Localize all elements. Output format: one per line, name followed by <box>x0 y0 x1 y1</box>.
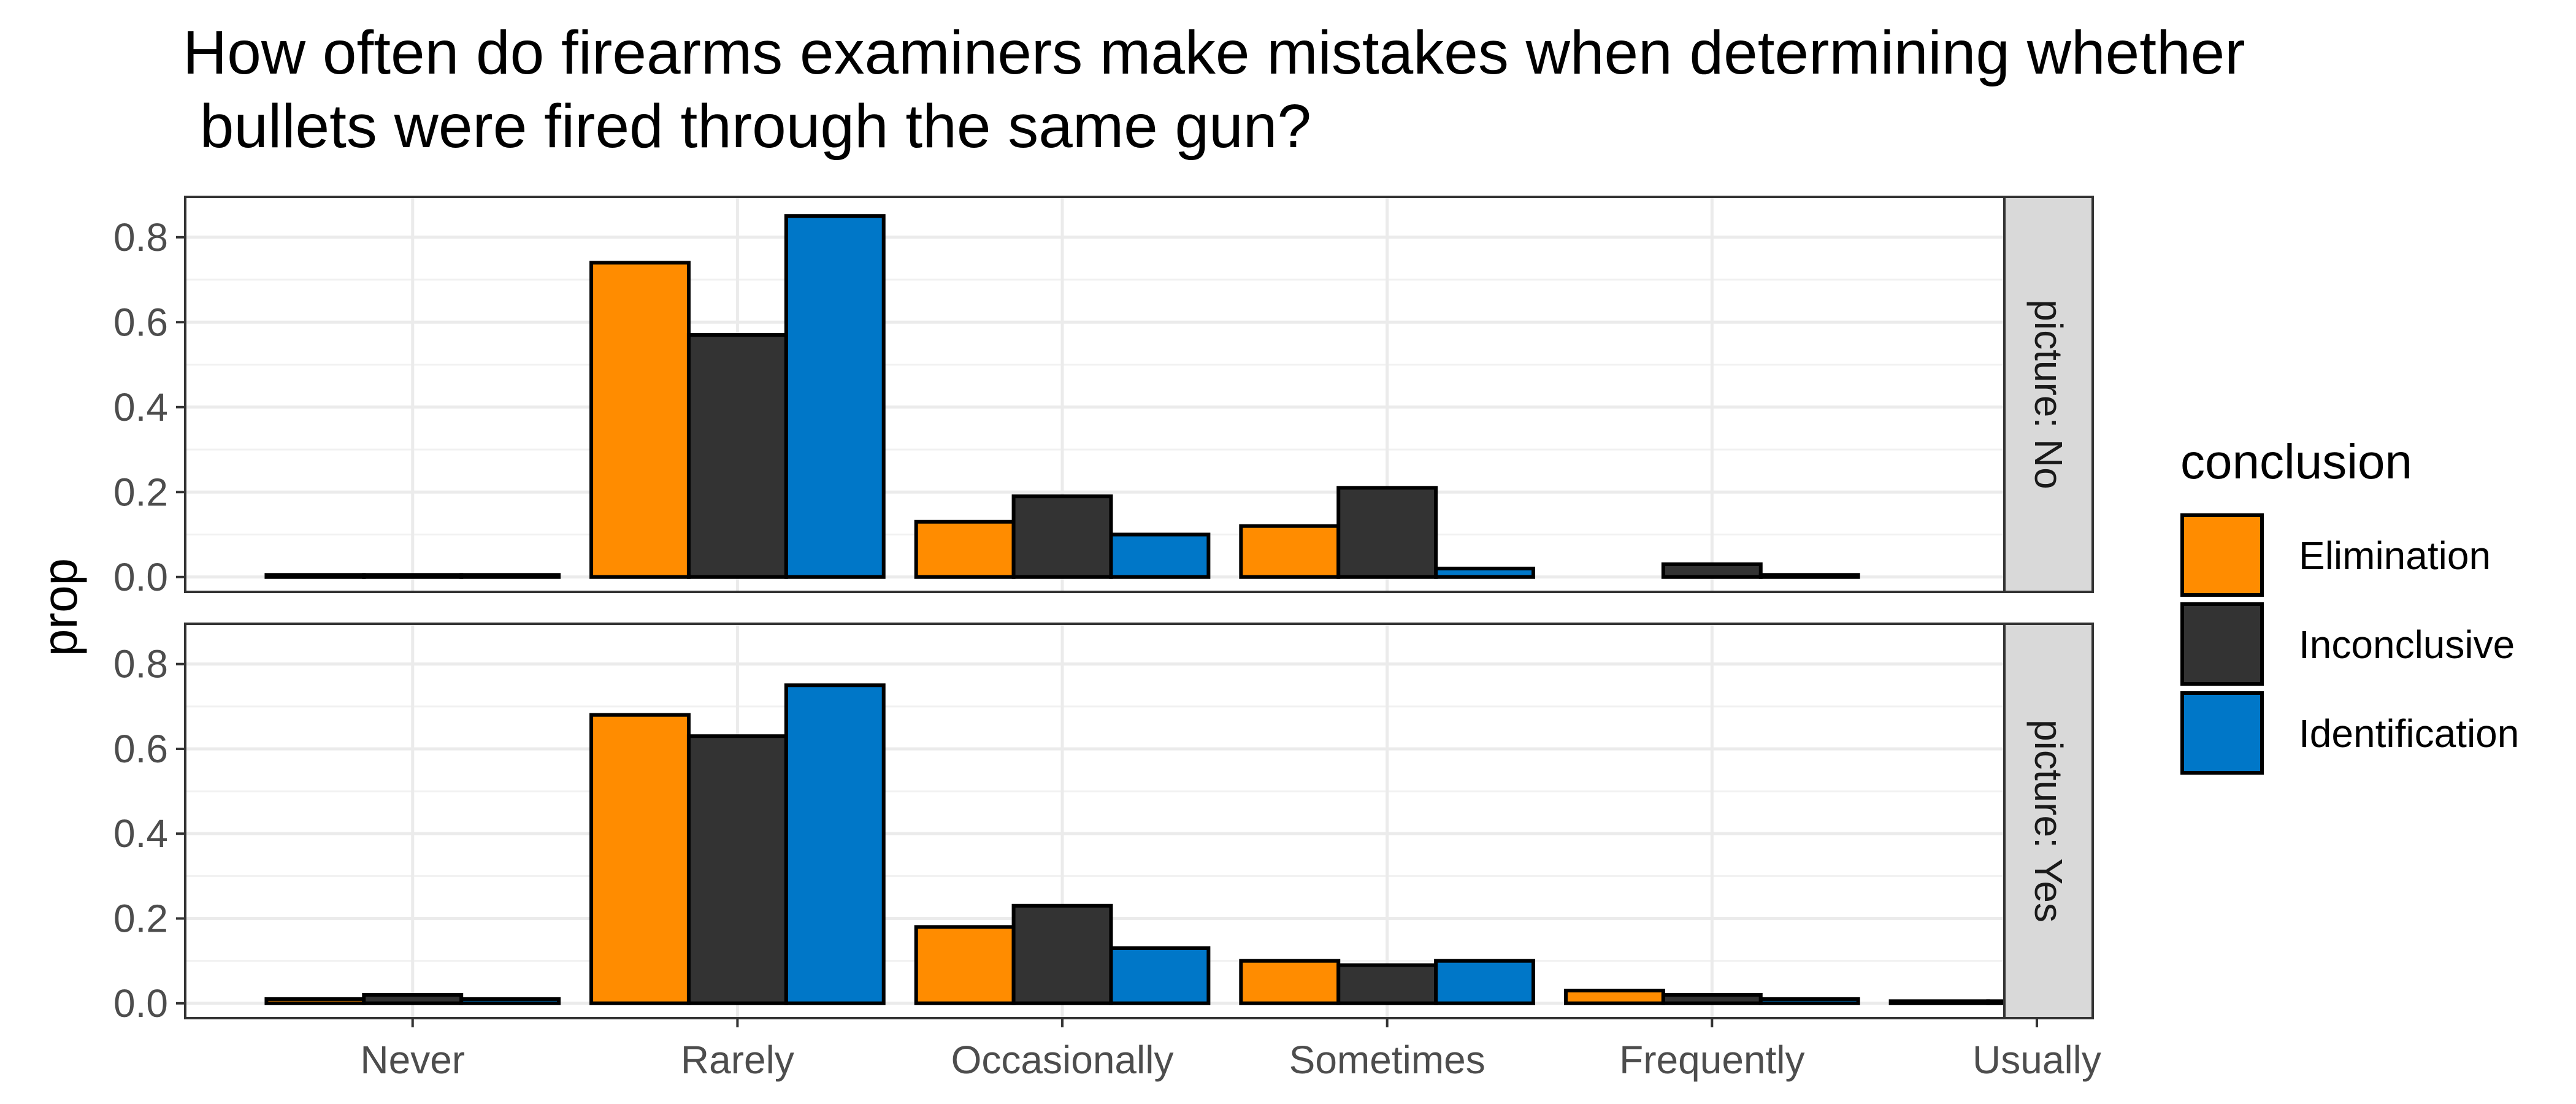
bar-elimination-sometimes <box>1239 959 1341 1005</box>
legend-label-inconclusive: Inconclusive <box>2299 623 2515 667</box>
bar-identification-sometimes <box>1434 566 1536 579</box>
bar-elimination-never <box>264 997 366 1005</box>
y-tick-label: 0.0 <box>113 981 168 1025</box>
bar-inconclusive-frequently <box>1661 562 1763 579</box>
y-tick-label: 0.6 <box>113 727 168 771</box>
y-tick-label: 0.0 <box>113 555 168 599</box>
bar-elimination-rarely <box>589 261 691 579</box>
bar-elimination-usually <box>1888 999 1990 1005</box>
y-tick-label: 0.6 <box>113 300 168 344</box>
x-tick-label-never: Never <box>360 1038 465 1082</box>
y-axis-title: prop <box>33 558 87 656</box>
bar-identification-frequently <box>1758 573 1860 579</box>
bar-inconclusive-never <box>362 992 464 1005</box>
bar-identification-sometimes <box>1434 959 1536 1005</box>
bar-elimination-frequently <box>1563 989 1665 1005</box>
y-tick-label: 0.8 <box>113 642 168 686</box>
facet-strip-label: picture: Yes <box>2026 719 2071 922</box>
chart-title-line-1: How often do firearms examiners make mis… <box>183 18 2245 87</box>
legend-key-elimination <box>2180 513 2264 597</box>
legend: conclusion Elimination Inconclusive Identi… <box>2180 434 2519 775</box>
y-tick-label: 0.2 <box>113 470 168 514</box>
y-tick-label: 0.8 <box>113 215 168 259</box>
facet-strip <box>2003 623 2094 1019</box>
bar-identification-rarely <box>784 683 886 1005</box>
bar-inconclusive-frequently <box>1661 992 1763 1005</box>
y-tick-label: 0.2 <box>113 897 168 941</box>
bar-identification-occasionally <box>1109 532 1211 579</box>
x-tick-label-rarely: Rarely <box>681 1038 794 1082</box>
bars <box>264 214 1860 579</box>
bar-identification-frequently <box>1758 997 1860 1005</box>
x-tick-label-sometimes: Sometimes <box>1289 1038 1485 1082</box>
bar-inconclusive-sometimes <box>1336 486 1438 579</box>
bar-elimination-occasionally <box>914 925 1016 1005</box>
bar-elimination-rarely <box>589 713 691 1005</box>
bar-identification-rarely <box>784 214 886 579</box>
x-tick-label-occasionally: Occasionally <box>951 1038 1174 1082</box>
legend-key-identification <box>2180 691 2264 775</box>
bar-inconclusive-never <box>362 573 464 579</box>
facet-strip <box>2003 196 2094 593</box>
x-tick-label-usually: Usually <box>1972 1038 2101 1082</box>
bar-elimination-sometimes <box>1239 524 1341 579</box>
legend-label-identification: Identification <box>2299 711 2519 756</box>
panel-2: 0.0 0.2 0.4 0.6 0.8 picture: Yes <box>113 623 2094 1025</box>
bars <box>264 683 2088 1005</box>
legend-key-inconclusive <box>2180 602 2264 686</box>
panel-1: 0.0 0.2 0.4 0.6 0.8 picture: No <box>113 196 2094 599</box>
bar-identification-occasionally <box>1109 946 1211 1005</box>
chart-title-line-2: bullets were fired through the same gun? <box>183 92 1311 161</box>
bar-inconclusive-sometimes <box>1336 963 1438 1005</box>
bar-identification-never <box>459 573 561 579</box>
chart-title: How often do firearms examiners make mis… <box>183 18 2245 161</box>
bar-inconclusive-occasionally <box>1011 903 1113 1005</box>
bar-inconclusive-rarely <box>686 333 788 579</box>
y-tick-label: 0.4 <box>113 811 168 856</box>
bar-elimination-never <box>264 573 366 579</box>
bar-inconclusive-rarely <box>686 734 788 1005</box>
bar-inconclusive-occasionally <box>1011 494 1113 579</box>
bar-identification-never <box>459 997 561 1005</box>
x-tick-label-frequently: Frequently <box>1619 1038 1804 1082</box>
y-tick-label: 0.4 <box>113 385 168 429</box>
x-axis: Never Rarely Occasionally Sometimes Frequent… <box>360 1018 2101 1082</box>
facet-strip-label: picture: No <box>2026 299 2071 489</box>
legend-label-elimination: Elimination <box>2299 534 2491 578</box>
legend-title: conclusion <box>2180 434 2412 489</box>
bar-elimination-occasionally <box>914 519 1016 579</box>
